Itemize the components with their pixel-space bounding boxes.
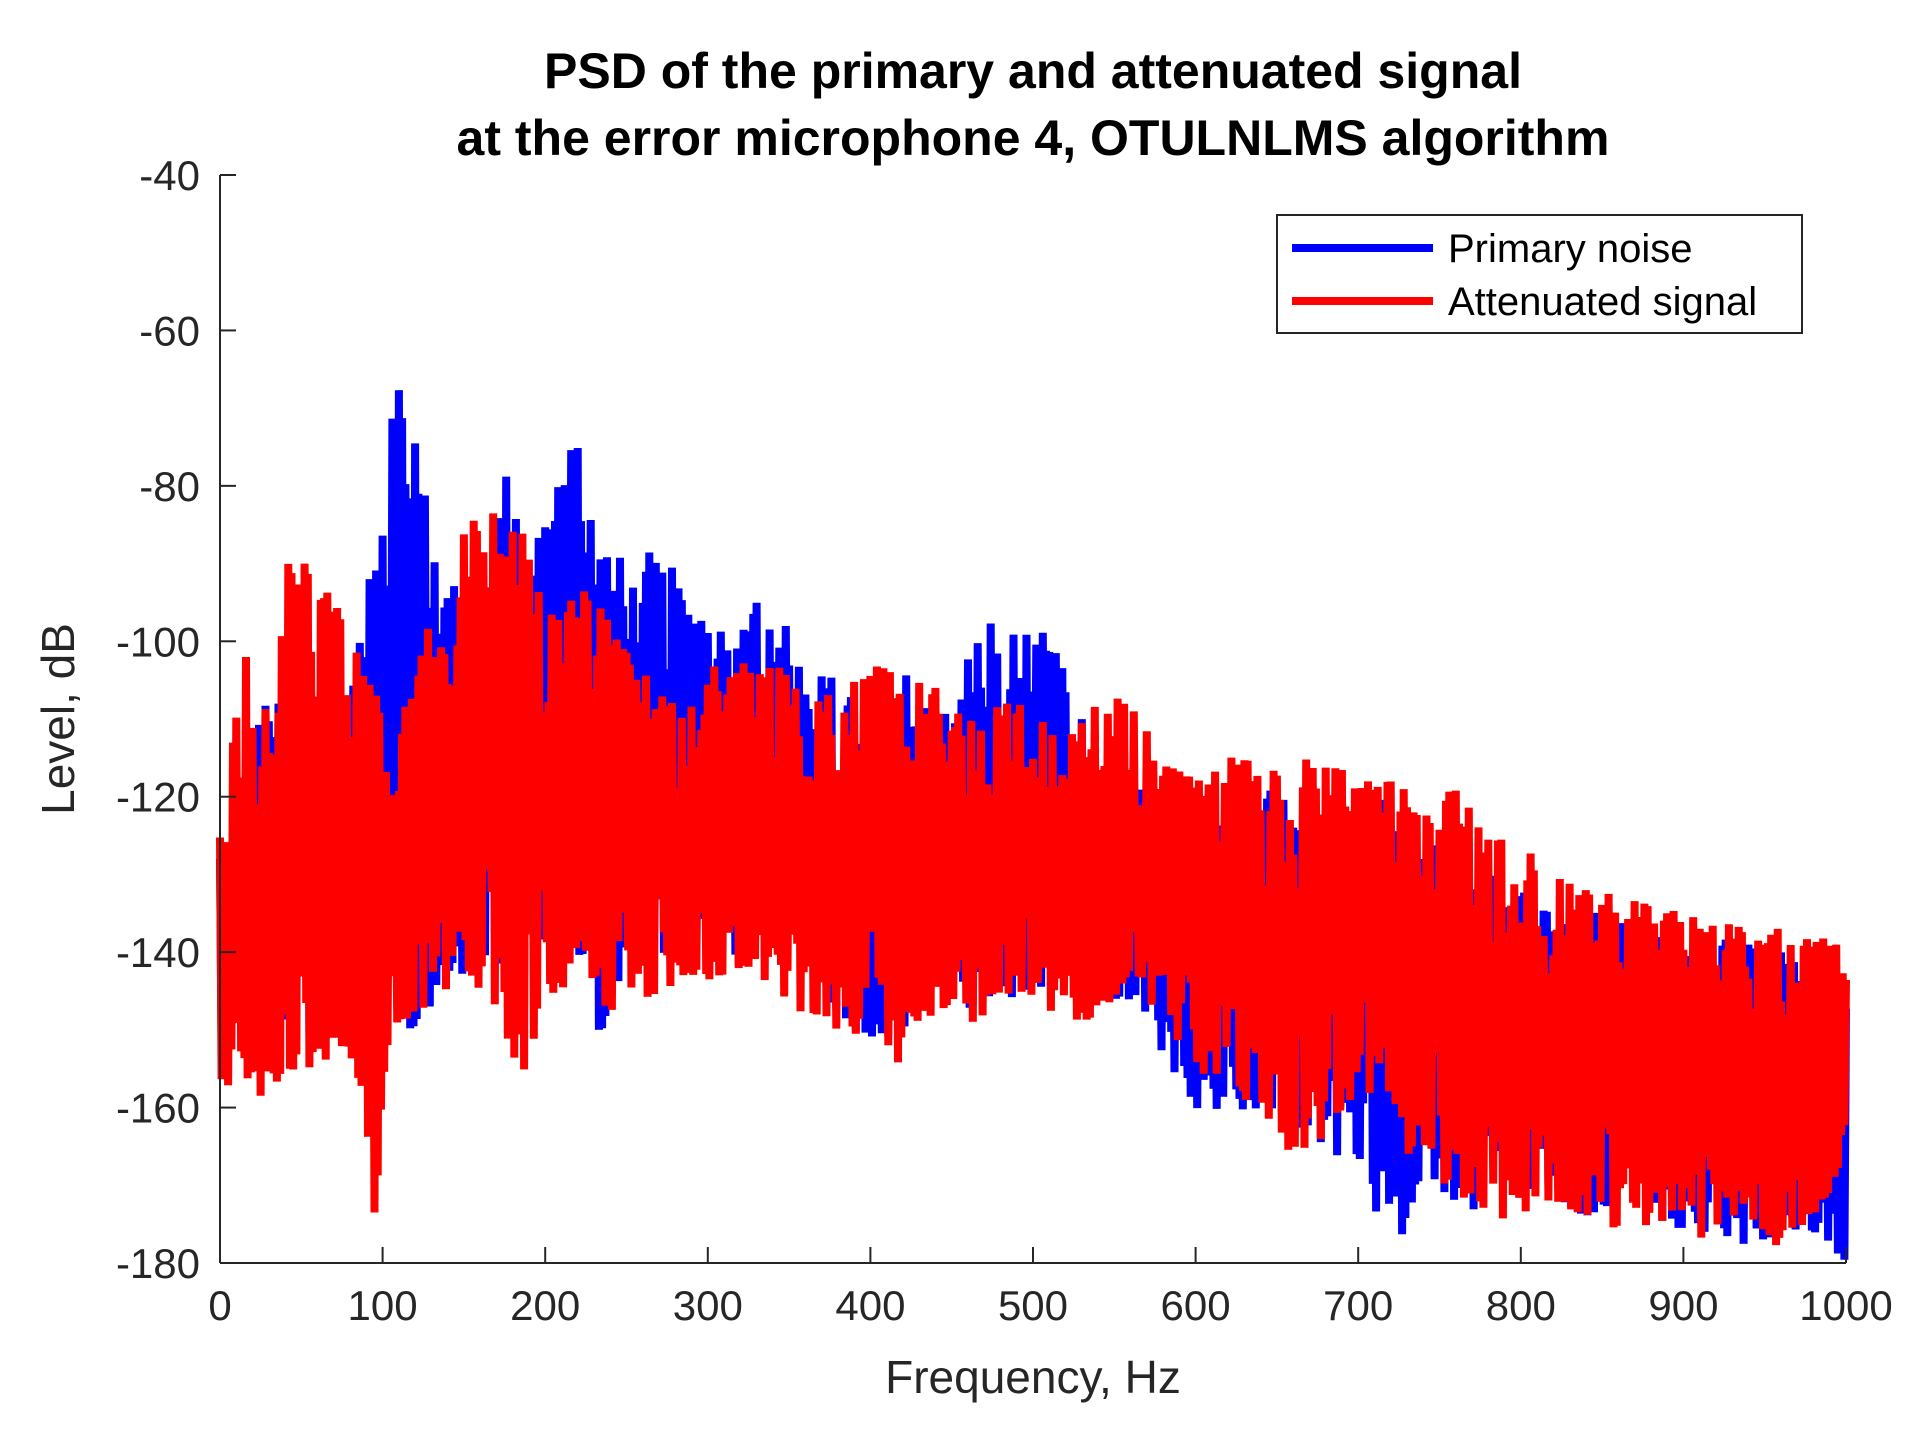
chart-title-line-2: at the error microphone 4, OTULNLMS algo… bbox=[457, 110, 1610, 166]
x-tick-label: 800 bbox=[1486, 1282, 1556, 1329]
y-tick-label: -100 bbox=[116, 618, 200, 665]
y-axis-label: Level, dB bbox=[32, 623, 84, 815]
y-tick-label: -140 bbox=[116, 929, 200, 976]
chart-title-line-1: PSD of the primary and attenuated signal bbox=[544, 43, 1522, 99]
legend-box bbox=[1276, 214, 1803, 334]
y-ticks: -40 -60 -80 -100 -120 -140 -160 -180 bbox=[116, 152, 236, 1287]
x-tick-label: 200 bbox=[510, 1282, 580, 1329]
x-axis-label: Frequency, Hz bbox=[885, 1351, 1181, 1403]
y-tick-label: -160 bbox=[116, 1085, 200, 1132]
series-line-attenuated-signal bbox=[216, 513, 1850, 1246]
y-tick-label: -180 bbox=[116, 1240, 200, 1287]
x-tick-label: 900 bbox=[1648, 1282, 1718, 1329]
legend: Primary noise Attenuated signal bbox=[1276, 214, 1803, 334]
x-tick-label: 400 bbox=[835, 1282, 905, 1329]
legend-label-primary-noise: Primary noise bbox=[1448, 227, 1693, 271]
legend-label-attenuated-signal: Attenuated signal bbox=[1448, 280, 1757, 324]
x-ticks: 0 100 200 300 400 500 600 700 800 900 1000 bbox=[208, 1247, 1893, 1329]
series-layer bbox=[216, 390, 1850, 1260]
x-tick-label: 100 bbox=[348, 1282, 418, 1329]
plot-area: 0 100 200 300 400 500 600 700 800 900 1000 -40-60-… bbox=[116, 152, 1893, 1329]
x-tick-label: 600 bbox=[1161, 1282, 1231, 1329]
y-tick-label: -120 bbox=[116, 774, 200, 821]
y-tick-label: -40 bbox=[139, 152, 200, 199]
x-tick-label: 500 bbox=[998, 1282, 1068, 1329]
x-tick-label: 0 bbox=[208, 1282, 231, 1329]
y-tick-label: -60 bbox=[139, 307, 200, 354]
x-tick-label: 700 bbox=[1323, 1282, 1393, 1329]
x-tick-label: 1000 bbox=[1799, 1282, 1892, 1329]
y-tick-label: -80 bbox=[139, 463, 200, 510]
x-tick-label: 300 bbox=[673, 1282, 743, 1329]
